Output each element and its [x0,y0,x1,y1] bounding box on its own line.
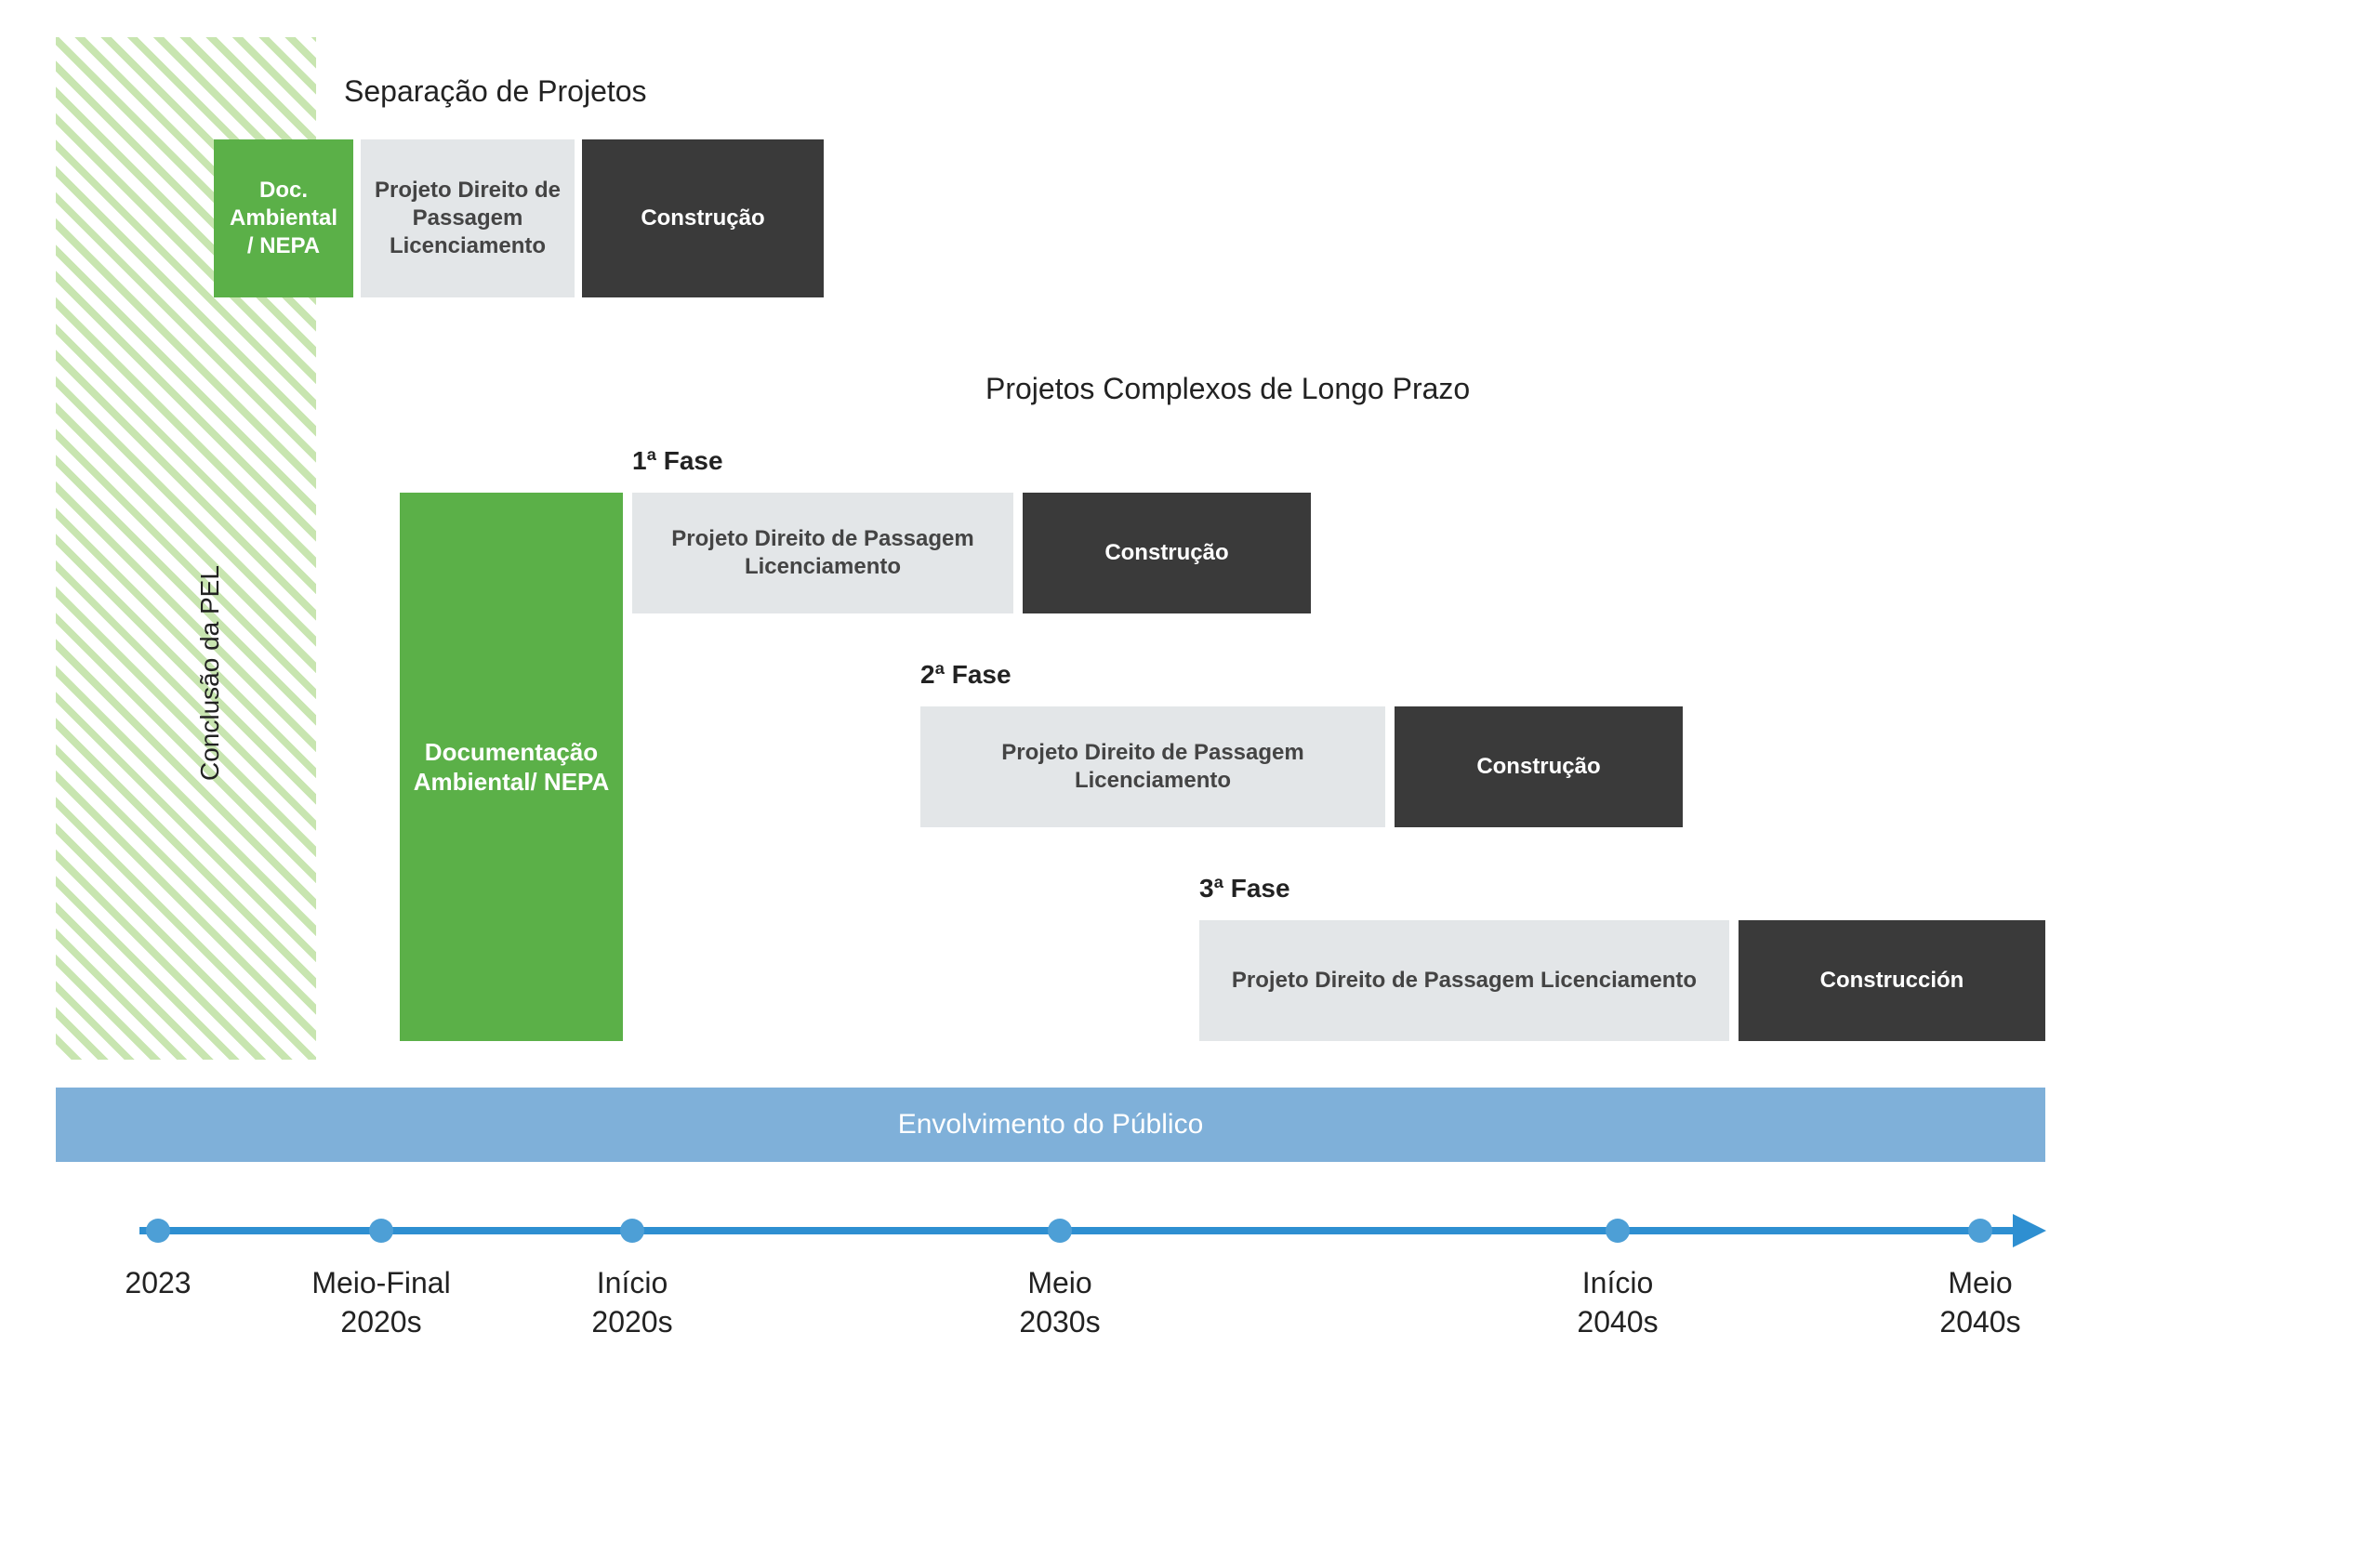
phase3-label: 3ª Fase [1199,874,1290,903]
timeline-dot [146,1219,170,1243]
section1-bar-construction: Construção [582,139,824,297]
timeline-tick-label: 2023 [125,1264,191,1303]
section1-title: Separação de Projetos [344,74,647,109]
timeline-tick-label: Meio2040s [1939,1264,2020,1341]
section1-bar-licensing: Projeto Direito de Passagem Licenciament… [361,139,575,297]
timeline-tick-label: Início2020s [591,1264,672,1341]
timeline-dot [1606,1219,1630,1243]
pel-label: Conclusão da PEL [195,565,225,781]
timeline-tick-label: Meio-Final2020s [311,1264,450,1341]
timeline-dot [620,1219,644,1243]
phase3-bar-construction: Construcción [1739,920,2045,1041]
phase2-label: 2ª Fase [920,660,1012,690]
section1-bar-nepa: Doc. Ambiental / NEPA [214,139,353,297]
section2-nepa-bar: Documentação Ambiental/ NEPA [400,493,623,1041]
phase1-bar-construction: Construção [1023,493,1311,613]
phase1-label: 1ª Fase [632,446,723,476]
timeline-dot [369,1219,393,1243]
timeline-axis-line [139,1227,2013,1234]
timeline-tick-label: Início2040s [1577,1264,1658,1341]
timeline-arrow-icon [2013,1214,2046,1247]
timeline-dot [1048,1219,1072,1243]
phase2-bar-construction: Construção [1395,706,1683,827]
phase2-bar-licensing: Projeto Direito de Passagem Licenciament… [920,706,1385,827]
timeline-dot [1968,1219,1992,1243]
phase1-bar-licensing: Projeto Direito de Passagem Licenciament… [632,493,1013,613]
section2-title: Projetos Complexos de Longo Prazo [985,372,1470,406]
phase3-bar-licensing: Projeto Direito de Passagem Licenciament… [1199,920,1729,1041]
public-involvement-bar: Envolvimento do Público [56,1088,2045,1162]
timeline-tick-label: Meio2030s [1019,1264,1100,1341]
